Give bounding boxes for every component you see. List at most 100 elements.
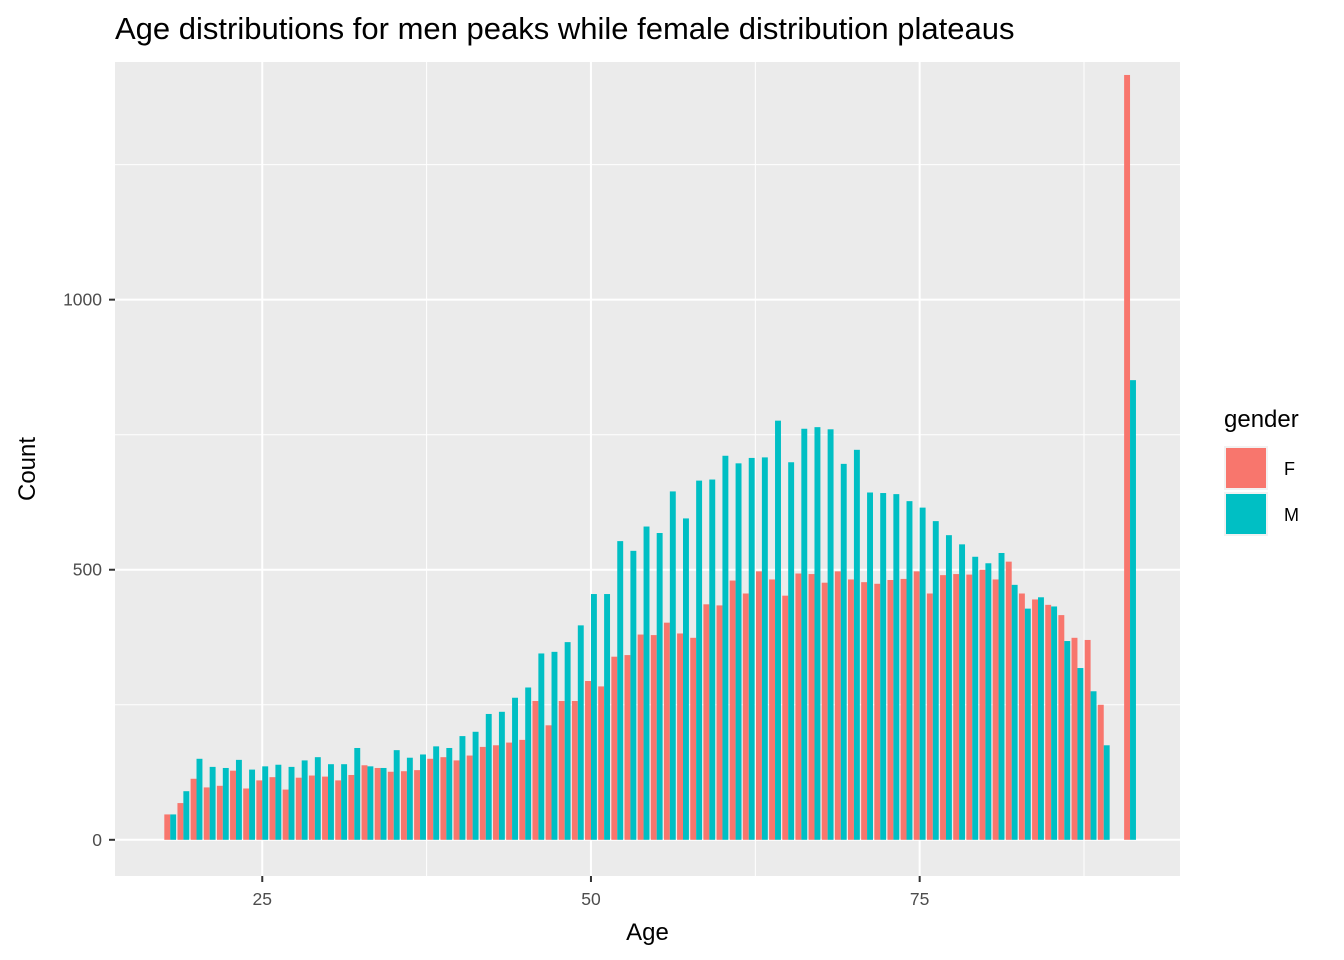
bar-M-22 <box>222 767 229 840</box>
bar-F-60 <box>716 605 723 840</box>
bar-M-77 <box>945 535 952 840</box>
bar-F-69 <box>834 571 841 840</box>
bar-F-85 <box>1045 604 1052 840</box>
legend-swatch-M <box>1226 494 1266 534</box>
bar-F-58 <box>690 637 697 840</box>
bar-F-53 <box>624 655 631 840</box>
bar-F-66 <box>795 573 802 840</box>
bar-F-41 <box>466 755 473 840</box>
bar-F-25 <box>256 780 263 840</box>
bar-F-48 <box>558 700 565 840</box>
x-tick-label: 25 <box>253 889 272 909</box>
bar-M-31 <box>341 764 348 840</box>
bar-M-19 <box>183 791 190 840</box>
bar-M-56 <box>669 491 676 840</box>
bar-F-18 <box>164 814 171 840</box>
y-axis-title: Count <box>14 437 41 501</box>
bar-F-34 <box>374 767 381 840</box>
bar-M-18 <box>170 814 177 840</box>
bar-M-83 <box>1024 608 1031 840</box>
legend-title: gender <box>1224 406 1299 433</box>
bar-F-79 <box>966 574 973 840</box>
bar-F-84 <box>1032 599 1038 840</box>
bar-F-26 <box>269 777 276 840</box>
bar-M-87 <box>1077 668 1084 840</box>
bar-F-59 <box>703 604 710 840</box>
bar-M-26 <box>275 764 282 840</box>
bar-F-35 <box>387 771 394 840</box>
bar-F-88 <box>1084 639 1091 840</box>
bar-F-67 <box>808 574 815 840</box>
bar-F-86 <box>1058 615 1065 840</box>
bar-M-25 <box>262 766 269 840</box>
bar-M-38 <box>433 746 440 840</box>
bar-F-43 <box>493 745 499 840</box>
bar-M-80 <box>985 563 992 840</box>
bar-M-73 <box>893 494 900 840</box>
bar-F-30 <box>322 776 328 840</box>
bar-M-41 <box>472 731 479 840</box>
bar-M-61 <box>735 463 742 840</box>
bar-F-22 <box>216 785 223 840</box>
bar-F-68 <box>821 582 828 840</box>
bar-F-70 <box>848 579 854 840</box>
bar-F-55 <box>650 635 657 840</box>
bar-M-63 <box>761 457 768 840</box>
bar-M-27 <box>288 766 295 840</box>
bar-F-80 <box>979 569 986 840</box>
bar-F-72 <box>874 583 881 840</box>
bar-M-46 <box>538 653 545 840</box>
bar-M-60 <box>722 455 729 840</box>
bar-M-53 <box>630 550 637 840</box>
bar-F-31 <box>335 780 342 840</box>
bar-F-39 <box>440 757 447 840</box>
bar-F-42 <box>479 746 486 840</box>
bar-M-88 <box>1090 691 1097 840</box>
bar-M-79 <box>972 556 979 840</box>
bar-M-67 <box>814 427 821 840</box>
bar-F-76 <box>926 593 933 840</box>
bars-group <box>164 74 1136 840</box>
bar-F-91 <box>1124 74 1131 840</box>
bar-F-46 <box>532 700 539 840</box>
legend-swatch-F <box>1226 448 1266 488</box>
bar-F-64 <box>769 579 776 840</box>
x-tick-label: 75 <box>910 889 929 909</box>
bar-M-91 <box>1130 380 1136 840</box>
bar-F-23 <box>230 770 236 840</box>
bar-M-30 <box>328 764 334 840</box>
bar-M-72 <box>880 493 887 840</box>
bar-M-37 <box>420 754 426 840</box>
bar-M-57 <box>683 518 689 840</box>
bar-F-61 <box>729 580 736 840</box>
bar-M-78 <box>959 544 966 840</box>
bar-F-54 <box>637 634 644 840</box>
x-tick-label: 50 <box>581 889 601 909</box>
bar-M-45 <box>525 687 532 840</box>
bar-M-85 <box>1051 606 1058 840</box>
bar-F-89 <box>1097 704 1104 840</box>
bar-M-29 <box>314 757 321 840</box>
y-tick-label: 0 <box>92 830 102 850</box>
bar-M-62 <box>748 457 755 840</box>
bar-M-70 <box>853 449 860 840</box>
bar-M-24 <box>249 769 256 840</box>
bar-M-55 <box>656 533 663 840</box>
bar-F-52 <box>611 656 618 840</box>
bar-M-49 <box>577 625 584 840</box>
legend: gender F M <box>1224 406 1299 536</box>
bar-F-83 <box>1018 593 1025 840</box>
chart-title: Age distributions for men peaks while fe… <box>115 11 1014 46</box>
bar-M-82 <box>1011 584 1018 840</box>
bar-M-66 <box>801 428 808 840</box>
bar-F-20 <box>190 778 197 840</box>
bar-F-63 <box>755 571 762 840</box>
bar-M-44 <box>512 697 518 840</box>
bar-M-23 <box>235 759 242 840</box>
bar-F-36 <box>400 771 407 840</box>
bar-M-36 <box>406 757 413 840</box>
legend-label-F: F <box>1284 459 1295 479</box>
bar-M-52 <box>617 541 624 840</box>
bar-F-77 <box>940 575 946 840</box>
bar-F-49 <box>571 700 578 840</box>
